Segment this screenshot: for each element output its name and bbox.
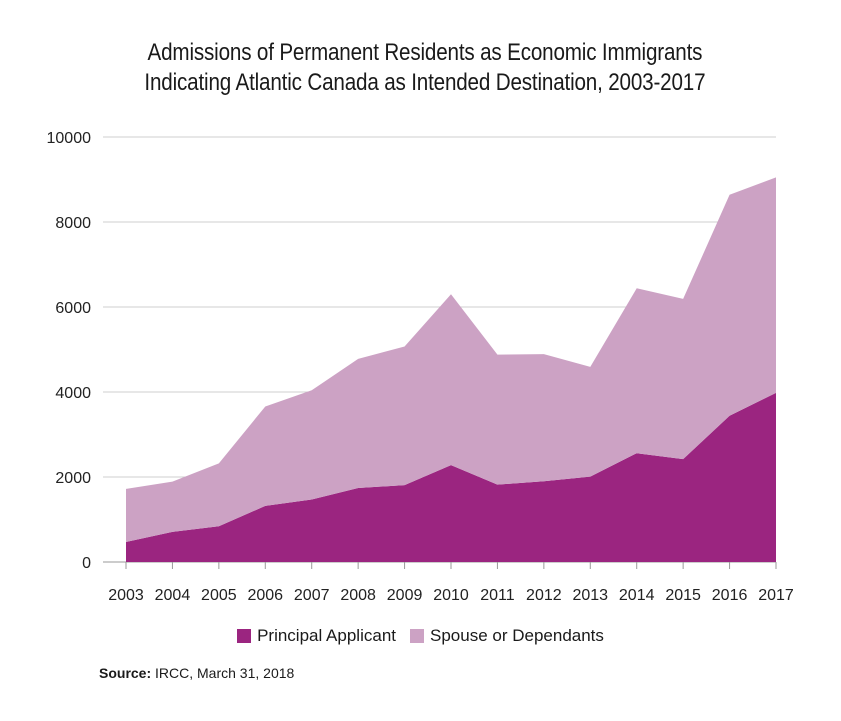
- legend-swatch-spouse: [410, 629, 424, 643]
- y-tick-label: 6000: [55, 300, 91, 317]
- source-note: Source: IRCC, March 31, 2018: [99, 665, 294, 681]
- legend-item-principal: Principal Applicant: [237, 626, 396, 646]
- y-axis-ticks: 0 2000 4000 6000 8000 10000: [47, 130, 92, 572]
- area-series-spouse-or-dependants: [126, 177, 776, 543]
- x-tick-label: 2008: [340, 587, 376, 604]
- area-series-principal-applicant: [126, 392, 776, 562]
- x-axis-ticks: 2003 2004 2005 2006 2007 2008 2009 2010 2011 2012…: [108, 562, 794, 604]
- x-tick-label: 2014: [619, 587, 655, 604]
- legend-item-spouse: Spouse or Dependants: [410, 626, 604, 646]
- y-tick-label: 8000: [55, 215, 91, 232]
- y-tick-label: 0: [82, 555, 91, 572]
- x-tick-label: 2009: [387, 587, 423, 604]
- legend: Principal Applicant Spouse or Dependants: [0, 626, 841, 646]
- chart-title-line-2: Indicating Atlantic Canada as Intended D…: [144, 69, 706, 96]
- x-tick-label: 2016: [712, 587, 748, 604]
- x-tick-label: 2010: [433, 587, 469, 604]
- x-tick-label: 2013: [572, 587, 608, 604]
- legend-label-spouse: Spouse or Dependants: [430, 626, 604, 645]
- chart-title-line-1: Admissions of Permanent Residents as Eco…: [147, 39, 703, 66]
- x-tick-label: 2012: [526, 587, 562, 604]
- legend-label-principal: Principal Applicant: [257, 626, 396, 645]
- chart-title: Admissions of Permanent Residents as Eco…: [63, 38, 786, 98]
- x-tick-label: 2004: [155, 587, 191, 604]
- x-tick-label: 2006: [247, 587, 283, 604]
- x-tick-label: 2007: [294, 587, 330, 604]
- legend-swatch-principal: [237, 629, 252, 643]
- x-tick-label: 2015: [665, 587, 701, 604]
- y-tick-label: 4000: [55, 385, 91, 402]
- source-label: Source:: [99, 665, 152, 681]
- stacked-areas: [126, 177, 776, 562]
- source-text: IRCC, March 31, 2018: [155, 665, 295, 681]
- x-tick-label: 2005: [201, 587, 237, 604]
- y-tick-label: 2000: [55, 470, 91, 487]
- x-tick-label: 2017: [758, 587, 794, 604]
- y-tick-label: 10000: [47, 130, 92, 147]
- x-tick-label: 2003: [108, 587, 144, 604]
- x-tick-label: 2011: [480, 587, 515, 604]
